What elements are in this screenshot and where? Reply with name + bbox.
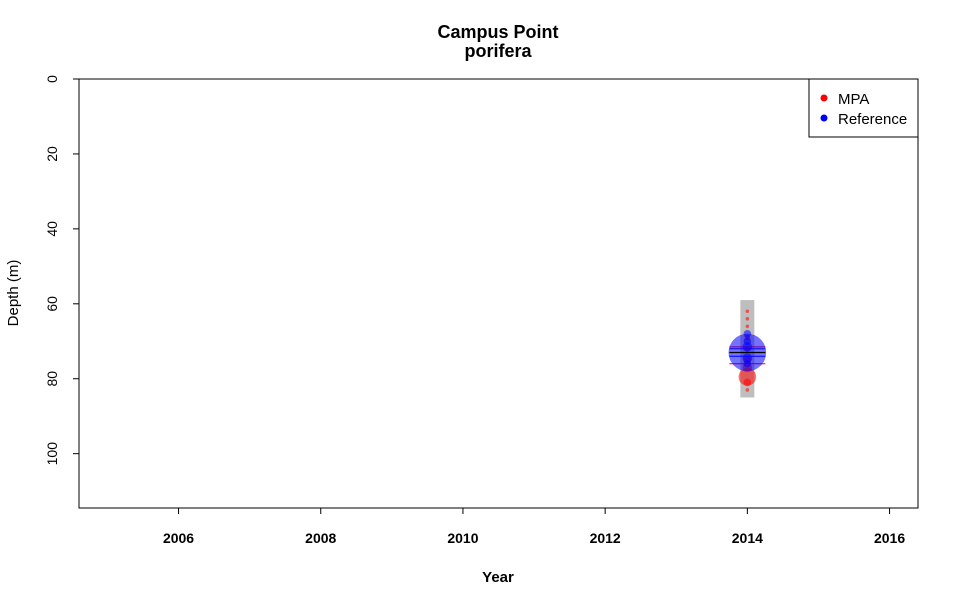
x-tick-label: 2012: [590, 530, 621, 546]
y-axis: 0 20 40 60 80 100: [44, 75, 79, 465]
chart-subtitle: porifera: [464, 41, 532, 61]
point-mpa: [745, 388, 750, 392]
point-reference: [743, 359, 752, 368]
chart-title: Campus Point: [437, 22, 558, 42]
y-tick-label: 40: [44, 221, 60, 237]
x-tick-label: 2016: [874, 530, 905, 546]
plot-frame: [78, 78, 919, 509]
y-tick-label: 100: [44, 442, 60, 466]
x-tick-label: 2010: [447, 530, 478, 546]
legend-marker-mpa: [820, 94, 828, 102]
x-tick-label: 2014: [732, 530, 763, 546]
y-axis-title: Depth (m): [5, 260, 22, 327]
y-tick-label: 0: [44, 75, 60, 83]
legend-box: [808, 78, 919, 138]
point-mpa: [738, 368, 757, 386]
point-mpa: [745, 309, 750, 314]
x-tick-label: 2006: [163, 530, 194, 546]
x-axis: 2006 2008 2010 2012 2014 2016: [163, 508, 905, 546]
legend: MPA Reference: [808, 78, 919, 138]
legend-marker-reference: [820, 114, 828, 122]
y-tick-label: 80: [44, 371, 60, 387]
point-layer: [728, 309, 767, 392]
x-tick-label: 2008: [305, 530, 336, 546]
legend-label-mpa: MPA: [838, 91, 869, 108]
legend-label-reference: Reference: [838, 111, 907, 128]
point-mpa: [743, 378, 752, 387]
y-tick-label: 20: [44, 146, 60, 162]
point-reference: [742, 353, 753, 363]
point-mpa: [745, 324, 750, 329]
x-axis-title: Year: [482, 569, 514, 586]
y-tick-label: 60: [44, 296, 60, 312]
point-mpa: [745, 316, 750, 321]
